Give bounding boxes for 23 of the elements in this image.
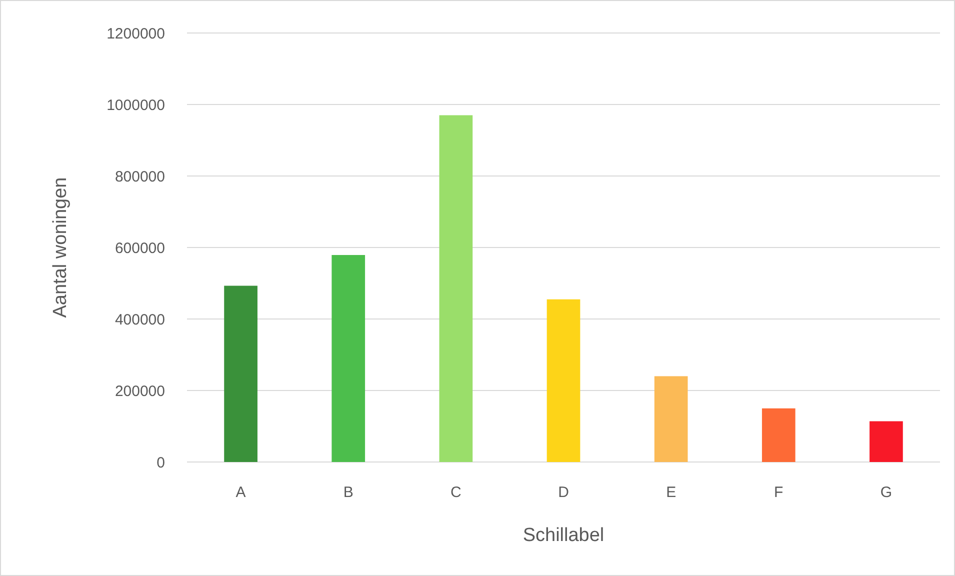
x-tick-label: E — [666, 484, 676, 501]
y-tick-label: 1000000 — [106, 96, 165, 114]
x-tick-label: G — [880, 484, 892, 501]
bar — [654, 376, 688, 462]
x-tick-label: C — [450, 484, 462, 501]
bar — [332, 255, 366, 462]
y-tick-label: 600000 — [114, 240, 165, 257]
bar — [762, 408, 796, 462]
y-axis-title: Aantal woningen — [50, 177, 71, 318]
x-tick-label: B — [343, 484, 354, 501]
x-tick-label: A — [236, 484, 246, 501]
y-tick-label: 800000 — [114, 168, 165, 186]
x-tick-label: F — [774, 484, 784, 501]
x-tick-label: D — [558, 484, 570, 501]
y-tick-label: 400000 — [114, 311, 165, 328]
x-axis-title: Schillabel — [522, 525, 604, 546]
bar — [439, 115, 473, 462]
y-tick-label: 0 — [156, 454, 165, 472]
y-tick-label: 1200000 — [106, 25, 165, 42]
bar — [224, 286, 258, 462]
y-tick-label: 200000 — [114, 382, 165, 400]
bar — [546, 299, 580, 462]
bar — [870, 421, 903, 462]
